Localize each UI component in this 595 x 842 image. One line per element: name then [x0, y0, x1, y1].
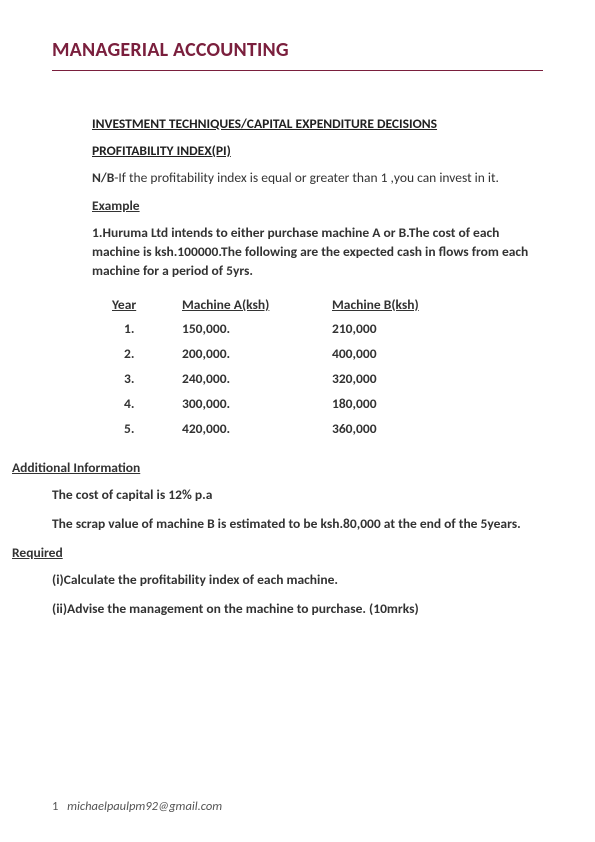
cell-b: 400,000 — [332, 341, 462, 366]
cell-a: 200,000. — [182, 341, 332, 366]
additional-info-block: Additional Information The cost of capit… — [52, 459, 535, 619]
example-problem: 1.Huruma Ltd intends to either purchase … — [92, 224, 535, 281]
page-number: 1 — [52, 799, 58, 814]
content-block: INVESTMENT TECHNIQUES/CAPITAL EXPENDITUR… — [52, 115, 543, 618]
cell-b: 360,000 — [332, 416, 462, 441]
additional-line-1: The cost of capital is 12% p.a — [52, 486, 535, 505]
nb-label: N/B — [92, 169, 114, 186]
required-item-2: (ii)Advise the management on the machine… — [52, 600, 535, 619]
cell-a: 420,000. — [182, 416, 332, 441]
nb-text: -If the profitability index is equal or … — [114, 169, 499, 186]
additional-heading: Additional Information — [12, 459, 535, 476]
cell-year: 2. — [102, 341, 182, 366]
cell-a: 150,000. — [182, 316, 332, 341]
additional-line-2: The scrap value of machine B is estimate… — [52, 515, 535, 534]
cashflow-table: Year Machine A(ksh) Machine B(ksh) 1. 15… — [102, 293, 462, 441]
cell-a: 300,000. — [182, 391, 332, 416]
cell-b: 210,000 — [332, 316, 462, 341]
section-heading-1: INVESTMENT TECHNIQUES/CAPITAL EXPENDITUR… — [92, 115, 535, 132]
col-header-year: Year — [102, 293, 182, 316]
cell-b: 320,000 — [332, 366, 462, 391]
table-row: 1. 150,000. 210,000 — [102, 316, 462, 341]
cell-year: 5. — [102, 416, 182, 441]
cell-year: 3. — [102, 366, 182, 391]
page-title: MANAGERIAL ACCOUNTING — [52, 38, 543, 71]
page-footer: 1 michaelpaulpm92@gmail.com — [52, 799, 222, 814]
nb-paragraph: N/B-If the profitability index is equal … — [92, 169, 535, 187]
cell-year: 1. — [102, 316, 182, 341]
table-row: 5. 420,000. 360,000 — [102, 416, 462, 441]
cell-b: 180,000 — [332, 391, 462, 416]
cell-year: 4. — [102, 391, 182, 416]
footer-email: michaelpaulpm92@gmail.com — [67, 799, 222, 814]
col-header-b: Machine B(ksh) — [332, 293, 462, 316]
table-header-row: Year Machine A(ksh) Machine B(ksh) — [102, 293, 462, 316]
table-row: 4. 300,000. 180,000 — [102, 391, 462, 416]
required-item-1: (i)Calculate the profitability index of … — [52, 571, 535, 590]
cell-a: 240,000. — [182, 366, 332, 391]
col-header-a: Machine A(ksh) — [182, 293, 332, 316]
table-row: 3. 240,000. 320,000 — [102, 366, 462, 391]
required-heading: Required — [12, 544, 535, 561]
example-label: Example — [92, 197, 535, 214]
table-row: 2. 200,000. 400,000 — [102, 341, 462, 366]
section-heading-2: PROFITABILITY INDEX(PI) — [92, 142, 535, 159]
